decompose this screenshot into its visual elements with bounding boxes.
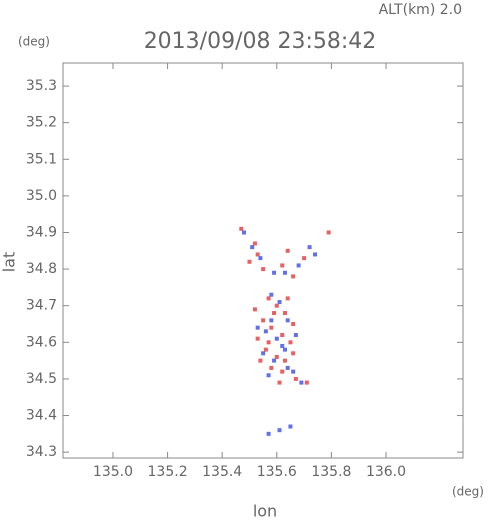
point <box>274 303 279 308</box>
x-unit: (deg) <box>452 485 484 499</box>
y-tick-label: 34.6 <box>26 334 57 350</box>
point <box>293 376 298 381</box>
point <box>288 340 293 345</box>
point <box>274 336 279 341</box>
point <box>293 332 298 337</box>
point <box>272 358 277 363</box>
point <box>282 358 287 363</box>
point <box>247 259 252 264</box>
chart-title: 2013/09/08 23:58:42 <box>144 29 377 54</box>
point <box>266 431 271 436</box>
point <box>280 343 285 348</box>
point <box>285 248 290 253</box>
point <box>282 311 287 316</box>
point <box>239 226 244 231</box>
point <box>272 270 277 275</box>
altitude: ALT(km) 2.0 <box>379 2 462 18</box>
point <box>261 351 266 356</box>
point <box>258 358 263 363</box>
y-tick-label: 34.5 <box>26 371 57 387</box>
point <box>296 263 301 268</box>
point <box>285 365 290 370</box>
point <box>269 318 274 323</box>
point <box>263 347 268 352</box>
x-axis-label: lon <box>253 502 277 521</box>
point <box>285 318 290 323</box>
point <box>266 340 271 345</box>
x-tick-label: 135.0 <box>93 464 133 480</box>
x-tick-label: 135.8 <box>311 464 351 480</box>
point <box>258 256 263 261</box>
point <box>313 252 318 257</box>
point <box>288 424 293 429</box>
y-tick-label: 35.2 <box>26 115 57 131</box>
point <box>291 274 296 279</box>
y-unit: (deg) <box>18 35 50 49</box>
point <box>291 369 296 374</box>
point <box>280 263 285 268</box>
point <box>272 311 277 316</box>
y-axis-label: lat <box>0 252 19 273</box>
point <box>269 292 274 297</box>
point <box>277 428 282 433</box>
point <box>255 336 260 341</box>
x-tick-label: 136.0 <box>366 464 406 480</box>
y-tick-label: 34.8 <box>26 261 57 277</box>
x-tick-label: 135.2 <box>148 464 188 480</box>
point <box>277 300 282 305</box>
point <box>261 267 266 272</box>
y-tick-label: 34.4 <box>26 408 57 424</box>
x-tick-label: 135.6 <box>257 464 297 480</box>
point <box>255 325 260 330</box>
point <box>242 230 247 235</box>
y-tick-label: 35.1 <box>26 151 57 167</box>
point <box>307 245 312 250</box>
point <box>266 296 271 301</box>
point <box>302 256 307 261</box>
point <box>261 318 266 323</box>
point <box>252 307 257 312</box>
point <box>291 322 296 327</box>
point <box>250 245 255 250</box>
point <box>304 380 309 385</box>
y-tick-label: 34.7 <box>26 298 57 314</box>
point <box>269 365 274 370</box>
point <box>266 373 271 378</box>
point <box>282 347 287 352</box>
y-tick-label: 34.3 <box>26 444 57 460</box>
y-tick-label: 35.3 <box>26 78 57 94</box>
point <box>282 270 287 275</box>
point <box>252 241 257 246</box>
plot-frame <box>62 62 464 459</box>
point <box>280 332 285 337</box>
point <box>299 380 304 385</box>
point <box>285 296 290 301</box>
point <box>280 369 285 374</box>
point <box>263 329 268 334</box>
point <box>291 351 296 356</box>
y-tick-label: 34.9 <box>26 224 57 240</box>
point <box>326 230 331 235</box>
y-tick-label: 35.0 <box>26 188 57 204</box>
point <box>274 354 279 359</box>
point <box>269 325 274 330</box>
x-tick-label: 135.4 <box>202 464 242 480</box>
point <box>255 252 260 257</box>
point <box>277 380 282 385</box>
